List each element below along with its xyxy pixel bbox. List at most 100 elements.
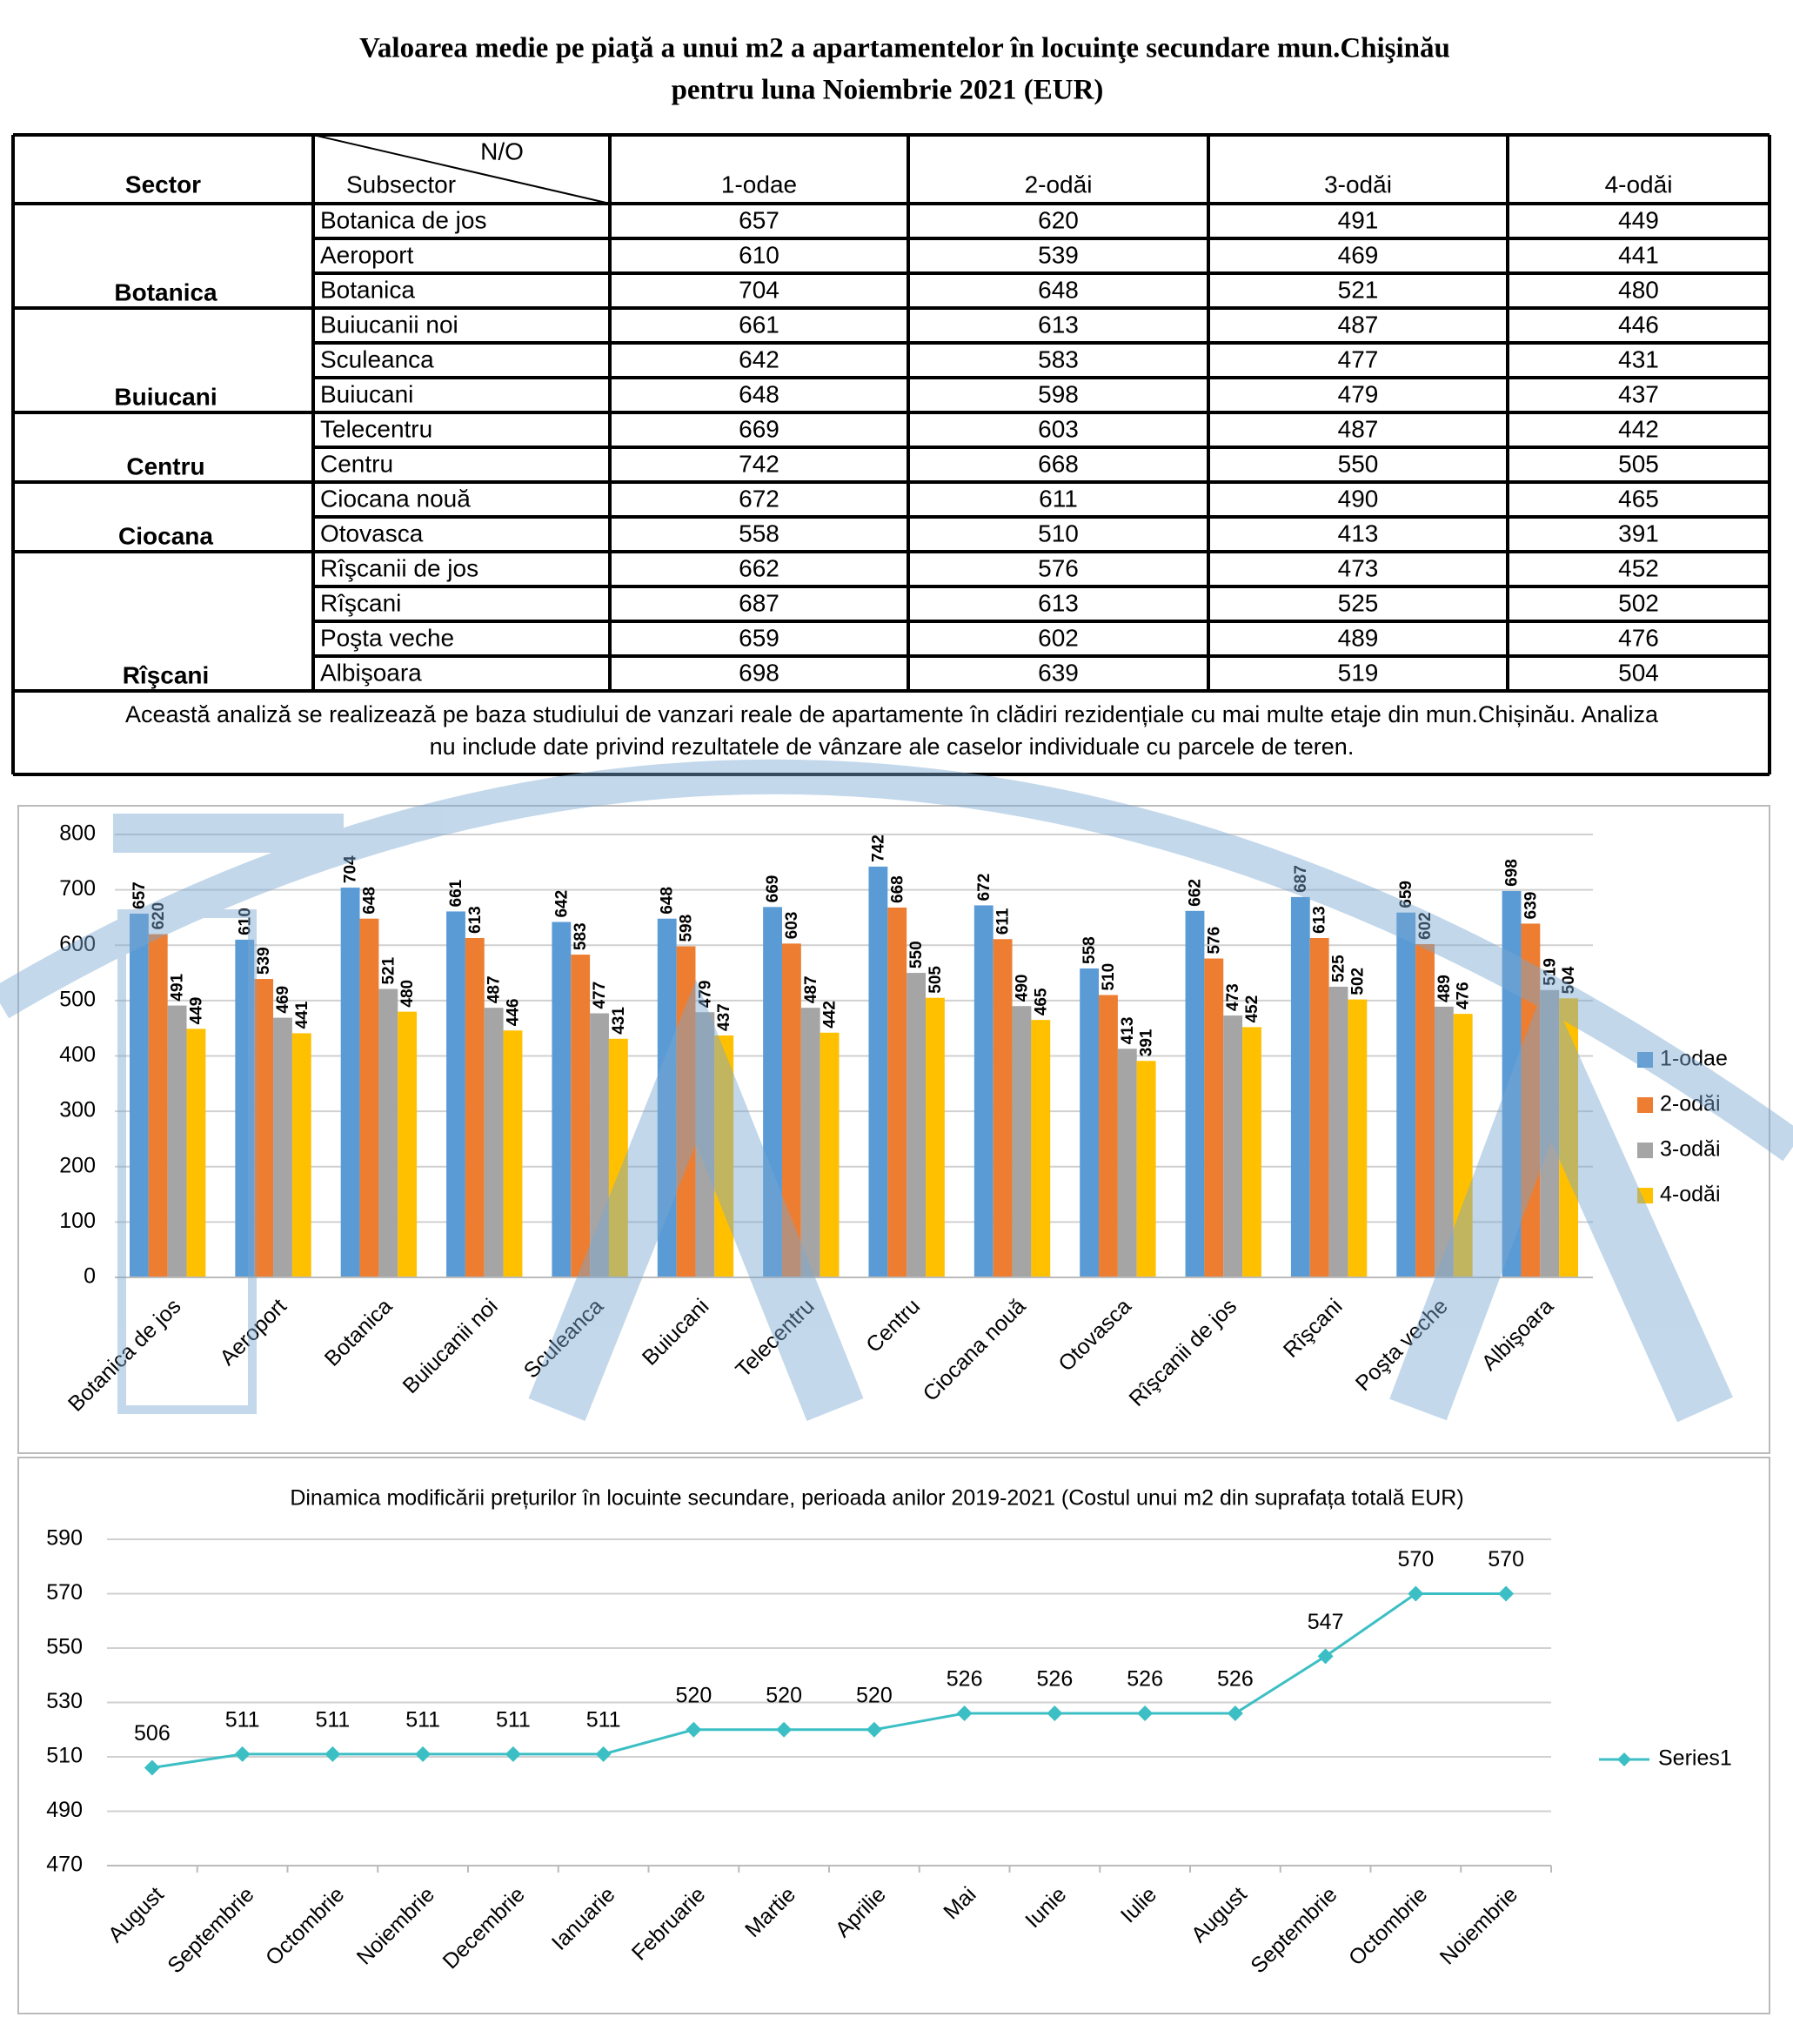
subsector-cell: Rîşcanii de jos — [320, 554, 478, 581]
x-tick-label: Rîşcanii de jos — [1124, 1294, 1241, 1411]
x-tick-label: Ianuarie — [547, 1882, 620, 1955]
data-label: 613 — [466, 906, 485, 934]
value-cell: 487 — [1338, 415, 1379, 442]
x-tick-label: Centru — [861, 1294, 925, 1357]
point — [324, 1746, 341, 1762]
bar — [1521, 923, 1541, 1277]
bar — [1434, 1006, 1454, 1277]
data-label: 558 — [1080, 936, 1099, 964]
data-label: 504 — [1560, 966, 1578, 994]
legend-label: 2-odăi — [1660, 1092, 1721, 1116]
x-tick-label: Septembrie — [163, 1882, 258, 1978]
value-cell: 413 — [1338, 519, 1379, 546]
x-tick-label: Octombrie — [1344, 1882, 1432, 1970]
point — [1408, 1585, 1424, 1602]
value-cell: 519 — [1338, 659, 1379, 686]
data-label: 469 — [274, 986, 292, 1014]
value-cell: 742 — [739, 450, 779, 477]
data-label: 539 — [255, 947, 273, 975]
value-cell: 648 — [739, 380, 779, 407]
bar — [1223, 1015, 1243, 1277]
subsector-cell: Sculeanca — [320, 345, 434, 372]
bar — [695, 1012, 715, 1277]
value-cell: 469 — [1338, 241, 1379, 268]
point — [505, 1746, 521, 1762]
bar — [1099, 995, 1118, 1277]
data-label: 511 — [586, 1707, 621, 1732]
x-tick-label: Buiucanii noi — [398, 1294, 503, 1398]
x-tick-label: Botanica de jos — [64, 1294, 186, 1417]
bar — [1396, 912, 1416, 1277]
value-cell: 668 — [1038, 450, 1079, 477]
bar — [398, 1011, 418, 1277]
x-tick-label: Iulie — [1116, 1882, 1161, 1927]
value-cell: 449 — [1618, 206, 1659, 233]
data-label: 511 — [225, 1707, 260, 1732]
x-tick-label: Rîşcani — [1279, 1294, 1348, 1363]
x-tick-label: Octombrie — [261, 1882, 349, 1970]
data-label: 742 — [869, 834, 887, 862]
bar — [273, 1017, 292, 1277]
data-label: 511 — [405, 1707, 440, 1732]
bar — [1136, 1061, 1156, 1277]
data-label: 648 — [360, 887, 378, 915]
data-label: 611 — [994, 908, 1013, 935]
sector-cell: Botanica — [114, 278, 217, 305]
data-label: 519 — [1541, 958, 1559, 986]
data-label: 520 — [766, 1683, 802, 1707]
legend-label: 3-odăi — [1660, 1137, 1721, 1162]
legend-label: 1-odae — [1660, 1047, 1728, 1071]
data-label: 480 — [398, 980, 417, 1008]
x-tick-label: Decembrie — [438, 1882, 530, 1974]
bar — [359, 918, 379, 1277]
series-line — [151, 1592, 1507, 1769]
subsector-cell: Telecentru — [320, 415, 432, 442]
value-cell: 452 — [1618, 554, 1659, 581]
data-label: 442 — [821, 1001, 840, 1029]
bar — [1328, 986, 1348, 1277]
data-label: 620 — [150, 902, 168, 930]
data-label: 465 — [1032, 988, 1050, 1015]
data-label: 452 — [1243, 995, 1261, 1023]
data-label: 413 — [1119, 1017, 1137, 1045]
y-tick-label: 530 — [46, 1689, 83, 1713]
data-label: 613 — [1311, 906, 1329, 934]
data-label: 473 — [1224, 983, 1242, 1011]
bar — [378, 988, 398, 1277]
value-cell: 476 — [1618, 624, 1659, 651]
value-cell: 613 — [1038, 311, 1079, 338]
header-cell: 2-odăi — [1025, 171, 1093, 198]
value-cell: 505 — [1618, 450, 1659, 477]
line-panel — [17, 1457, 1770, 2014]
value-cell: 558 — [739, 519, 779, 546]
value-cell: 489 — [1338, 624, 1379, 651]
value-cell: 602 — [1038, 624, 1079, 651]
bar — [781, 943, 801, 1277]
data-label: 657 — [130, 881, 149, 909]
bar-panel — [17, 805, 1770, 1454]
bar — [1502, 890, 1522, 1277]
subsector-cell: Rîşcani — [320, 589, 401, 616]
subsector-cell: Buiucanii noi — [320, 311, 458, 338]
value-cell: 477 — [1338, 345, 1379, 372]
value-cell: 698 — [739, 659, 779, 686]
data-label: 687 — [1292, 865, 1310, 893]
bar — [484, 1008, 504, 1277]
point — [1137, 1706, 1154, 1721]
bar — [1012, 1006, 1032, 1277]
y-tick-label: 300 — [59, 1098, 96, 1123]
bar — [1540, 989, 1560, 1277]
data-label: 526 — [1217, 1667, 1254, 1692]
data-label: 446 — [505, 999, 523, 1027]
bar — [926, 997, 945, 1277]
data-label: 520 — [676, 1683, 713, 1707]
point — [1498, 1585, 1515, 1602]
data-label: 610 — [236, 908, 254, 935]
data-label: 477 — [591, 982, 609, 1009]
y-tick-label: 0 — [84, 1264, 96, 1289]
header-cell: 1-odae — [721, 171, 797, 198]
bar — [340, 888, 360, 1277]
sector-cell: Buiucani — [114, 383, 217, 410]
y-tick-label: 470 — [46, 1853, 83, 1877]
